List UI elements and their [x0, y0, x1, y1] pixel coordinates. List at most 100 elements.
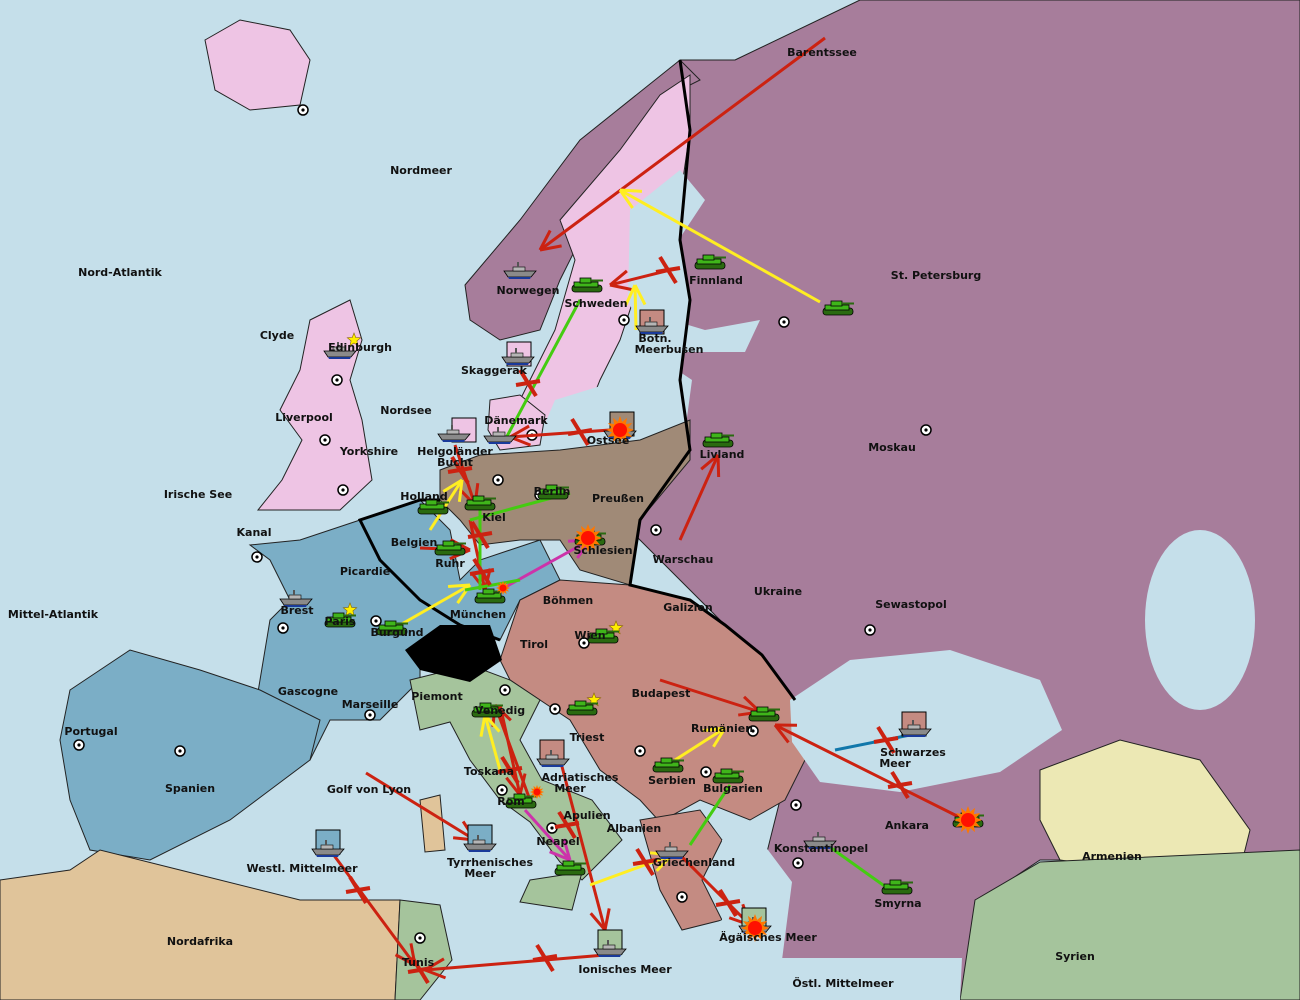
province-label[interactable]: Spanien [165, 782, 215, 795]
province-label[interactable]: Nordafrika [167, 935, 233, 948]
province-label[interactable]: Adriatisches [542, 771, 619, 784]
region-greece[interactable] [639, 809, 723, 931]
province-label[interactable]: Skaggerak [461, 364, 528, 377]
province-label[interactable]: Schweden [564, 297, 627, 310]
cross-icon [715, 888, 741, 918]
province-label[interactable]: Wien [574, 629, 605, 642]
region-north-africa[interactable] [0, 849, 401, 1000]
province-label[interactable]: Meerbusen [635, 343, 704, 356]
province-label[interactable]: Ruhr [435, 557, 465, 570]
province-label[interactable]: Liverpool [275, 411, 333, 424]
province-label[interactable]: Smyrna [874, 897, 921, 910]
province-label[interactable]: Piemont [411, 690, 462, 703]
province-label[interactable]: Gascogne [278, 685, 338, 698]
province-label[interactable]: Ägäisches Meer [719, 930, 817, 944]
province-label[interactable]: Griechenland [653, 856, 735, 869]
province-label[interactable]: Konstantinopel [774, 842, 868, 855]
province-label[interactable]: Ionisches Meer [578, 963, 672, 976]
province-label[interactable]: Nordsee [380, 404, 432, 417]
province-label[interactable]: Albanien [607, 822, 661, 835]
region-corsica-sardinia[interactable] [419, 794, 446, 853]
province-label[interactable]: Tirol [520, 638, 548, 651]
province-label[interactable]: Irische See [164, 488, 232, 501]
province-label[interactable]: Edinburgh [328, 341, 392, 354]
province-label[interactable]: Botn. [638, 332, 671, 345]
province-label[interactable]: Bucht [437, 456, 473, 469]
province-label[interactable]: Portugal [64, 725, 117, 738]
order-arrow [428, 478, 464, 531]
order-arrow [464, 578, 521, 592]
province-label[interactable]: Belgien [391, 536, 438, 549]
province-label[interactable]: Galizien [663, 601, 712, 614]
province-label[interactable]: Brest [280, 604, 313, 617]
province-label[interactable]: Syrien [1055, 950, 1095, 963]
province-label[interactable]: Berlin [534, 485, 571, 498]
cross-icon [567, 417, 593, 447]
province-label[interactable]: Holland [400, 490, 447, 503]
province-label[interactable]: Barentssee [787, 46, 857, 59]
province-label[interactable]: Rumänien [691, 722, 753, 735]
province-label[interactable]: Tunis [402, 956, 435, 969]
province-label[interactable]: Armenien [1082, 850, 1142, 863]
province-label[interactable]: Golf von Lyon [327, 783, 411, 796]
province-label[interactable]: Kanal [237, 526, 272, 539]
province-label[interactable]: St. Petersburg [891, 269, 981, 282]
region-syria[interactable] [959, 849, 1300, 1000]
province-label[interactable]: Yorkshire [339, 445, 398, 458]
province-label[interactable]: Kiel [482, 511, 506, 524]
star-icon [342, 602, 358, 617]
province-label[interactable]: Helgoländer [417, 445, 493, 458]
province-label[interactable]: Clyde [260, 329, 294, 342]
order-arrow [618, 188, 821, 304]
province-label[interactable]: Serbien [648, 774, 696, 787]
province-label[interactable]: Meer [464, 867, 496, 880]
province-label[interactable]: München [450, 608, 506, 621]
region-iceland[interactable] [204, 19, 311, 111]
explosion-icon [530, 785, 544, 799]
order-arrow [538, 36, 826, 252]
region-iberia[interactable] [59, 649, 321, 861]
supply-center-icon [251, 551, 263, 563]
province-label[interactable]: Tyrrhenisches [447, 856, 533, 869]
province-label[interactable]: Schwarzes [880, 746, 946, 759]
explosion-icon [954, 806, 982, 834]
province-label[interactable]: Ostsee [587, 434, 630, 447]
province-label[interactable]: Apulien [563, 809, 610, 822]
province-label[interactable]: Paris [325, 615, 356, 628]
province-label[interactable]: Burgund [370, 626, 423, 639]
province-label[interactable]: Finnland [689, 274, 743, 287]
province-label[interactable]: Sewastopol [875, 598, 947, 611]
province-label[interactable]: Triest [570, 731, 605, 744]
province-label[interactable]: Meer [554, 782, 586, 795]
province-label[interactable]: Rom [497, 795, 525, 808]
province-label[interactable]: Mittel-Atlantik [8, 608, 99, 621]
province-label[interactable]: Neapel [536, 835, 579, 848]
province-label[interactable]: Nord-Atlantik [78, 266, 162, 279]
province-label[interactable]: Dänemark [484, 414, 548, 427]
province-label[interactable]: Schlesien [573, 544, 632, 557]
province-label[interactable]: Böhmen [543, 594, 594, 607]
province-label[interactable]: Marseille [342, 698, 399, 711]
province-label[interactable]: Norwegen [497, 284, 560, 297]
province-label[interactable]: Preußen [592, 492, 644, 505]
region-sweden[interactable] [519, 74, 691, 431]
province-label[interactable]: Warschau [653, 553, 714, 566]
province-label[interactable]: Budapest [632, 687, 691, 700]
supply-center-icon [792, 857, 804, 869]
province-label[interactable]: Nordmeer [390, 164, 452, 177]
province-label[interactable]: Bulgarien [703, 782, 763, 795]
province-labels: Barentssee Nordmeer Nord-Atlantik St. Peter… [8, 46, 1142, 990]
province-label[interactable]: Meer [879, 757, 911, 770]
province-label[interactable]: Ankara [885, 819, 929, 832]
province-label[interactable]: Moskau [868, 441, 916, 454]
province-label[interactable]: Picardie [340, 565, 390, 578]
supply-center-icon [414, 932, 426, 944]
province-label[interactable]: Venedig [475, 704, 525, 717]
province-label[interactable]: Ukraine [754, 585, 802, 598]
province-label[interactable]: Toskana [464, 765, 514, 778]
supply-center-icon [337, 484, 349, 496]
province-label[interactable]: Westl. Mittelmeer [246, 862, 358, 875]
province-label[interactable]: Östl. Mittelmeer [792, 976, 894, 990]
province-label[interactable]: Livland [700, 448, 745, 461]
